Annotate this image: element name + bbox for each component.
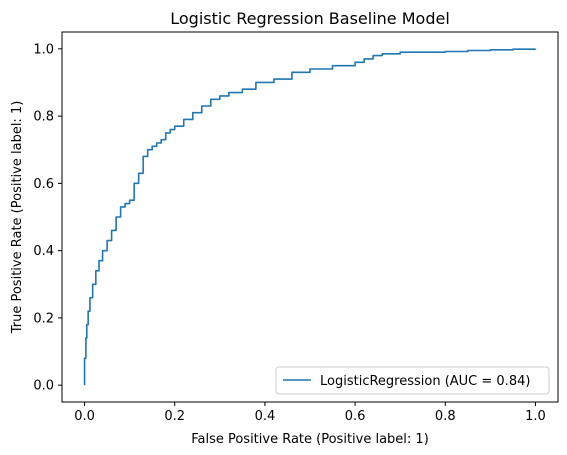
x-tick-label: 0.0 [74,409,95,424]
chart-title: Logistic Regression Baseline Model [170,9,450,28]
x-axis-ticks: 0.0 0.2 0.4 0.6 0.8 1.0 [74,402,546,424]
plot-area [62,32,558,402]
y-tick-label: 0.6 [33,177,54,192]
y-tick-label: 0.0 [33,379,54,394]
y-tick-label: 1.0 [33,42,54,57]
y-tick-label: 0.4 [33,244,54,259]
x-tick-label: 0.4 [255,409,276,424]
legend-box [275,366,550,395]
legend-label: LogisticRegression (AUC = 0.84) [320,374,530,389]
y-tick-label: 0.8 [33,110,54,125]
legend: LogisticRegression (AUC = 0.84) [275,366,550,395]
x-tick-label: 0.2 [164,409,185,424]
x-axis-label: False Positive Rate (Positive label: 1) [191,432,429,447]
y-axis-ticks: 0.0 0.2 0.4 0.6 0.8 1.0 [33,42,62,394]
series-layer [83,48,537,386]
x-tick-label: 0.6 [345,409,366,424]
roc-curve-line [83,48,537,386]
y-tick-label: 0.2 [33,311,54,326]
y-axis-label: True Positive Rate (Positive label: 1) [10,101,25,335]
x-tick-label: 1.0 [525,409,546,424]
plot-frame [61,31,559,403]
x-tick-label: 0.8 [435,409,456,424]
